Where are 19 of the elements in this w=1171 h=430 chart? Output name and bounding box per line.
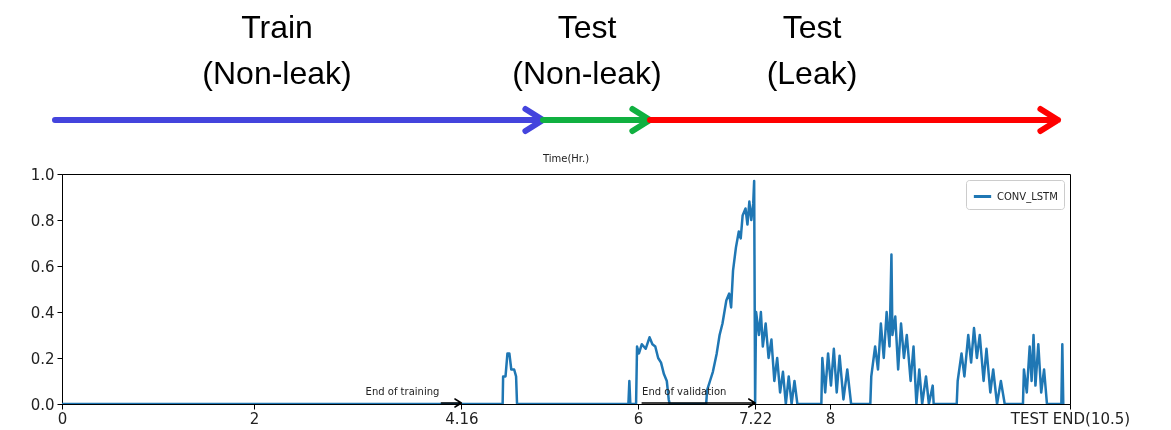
annotation: End of training bbox=[365, 385, 440, 397]
y-tick-label: 0.4 bbox=[30, 303, 55, 322]
text: Test (Leak) bbox=[765, 8, 859, 93]
y-tick-label: 0.0 bbox=[30, 395, 55, 414]
x-tick-label: 6 bbox=[633, 409, 644, 428]
y-tick-label: 0.6 bbox=[30, 257, 55, 276]
x-tick-label: 4.16 bbox=[445, 409, 479, 428]
y-tick-label: 0.2 bbox=[30, 349, 55, 368]
y-tick-label: 0.8 bbox=[30, 211, 55, 230]
chart-title: Time(Hr.) bbox=[541, 153, 590, 164]
text: Train (Non-leak) bbox=[201, 8, 353, 93]
x-tick-label: 7.22 bbox=[738, 409, 773, 428]
x-tick-label: 8 bbox=[825, 409, 836, 428]
x-tick-label: TEST END(10.5) bbox=[1009, 409, 1131, 428]
x-tick-label: 2 bbox=[249, 409, 260, 428]
legend-label: CONV_LSTM bbox=[997, 190, 1058, 203]
text: Test (Non-leak) bbox=[511, 8, 663, 93]
x-tick-label: 0 bbox=[57, 409, 68, 428]
y-tick-label: 1.0 bbox=[30, 165, 55, 184]
